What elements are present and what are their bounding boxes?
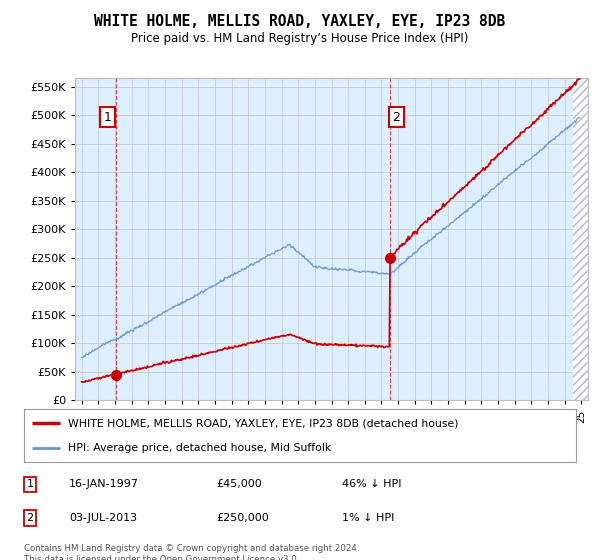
Text: 16-JAN-1997: 16-JAN-1997	[69, 479, 139, 489]
Text: 2: 2	[26, 513, 34, 523]
Text: HPI: Average price, detached house, Mid Suffolk: HPI: Average price, detached house, Mid …	[68, 442, 331, 452]
Text: Price paid vs. HM Land Registry’s House Price Index (HPI): Price paid vs. HM Land Registry’s House …	[131, 32, 469, 45]
Text: £250,000: £250,000	[216, 513, 269, 523]
Text: WHITE HOLME, MELLIS ROAD, YAXLEY, EYE, IP23 8DB: WHITE HOLME, MELLIS ROAD, YAXLEY, EYE, I…	[94, 14, 506, 29]
Text: WHITE HOLME, MELLIS ROAD, YAXLEY, EYE, IP23 8DB (detached house): WHITE HOLME, MELLIS ROAD, YAXLEY, EYE, I…	[68, 418, 458, 428]
Text: 1: 1	[103, 110, 111, 124]
Text: Contains HM Land Registry data © Crown copyright and database right 2024.
This d: Contains HM Land Registry data © Crown c…	[24, 544, 359, 560]
Text: £45,000: £45,000	[216, 479, 262, 489]
Text: 1: 1	[26, 479, 34, 489]
Text: 1% ↓ HPI: 1% ↓ HPI	[342, 513, 394, 523]
Text: 2: 2	[392, 110, 400, 124]
Text: 03-JUL-2013: 03-JUL-2013	[69, 513, 137, 523]
Text: 46% ↓ HPI: 46% ↓ HPI	[342, 479, 401, 489]
